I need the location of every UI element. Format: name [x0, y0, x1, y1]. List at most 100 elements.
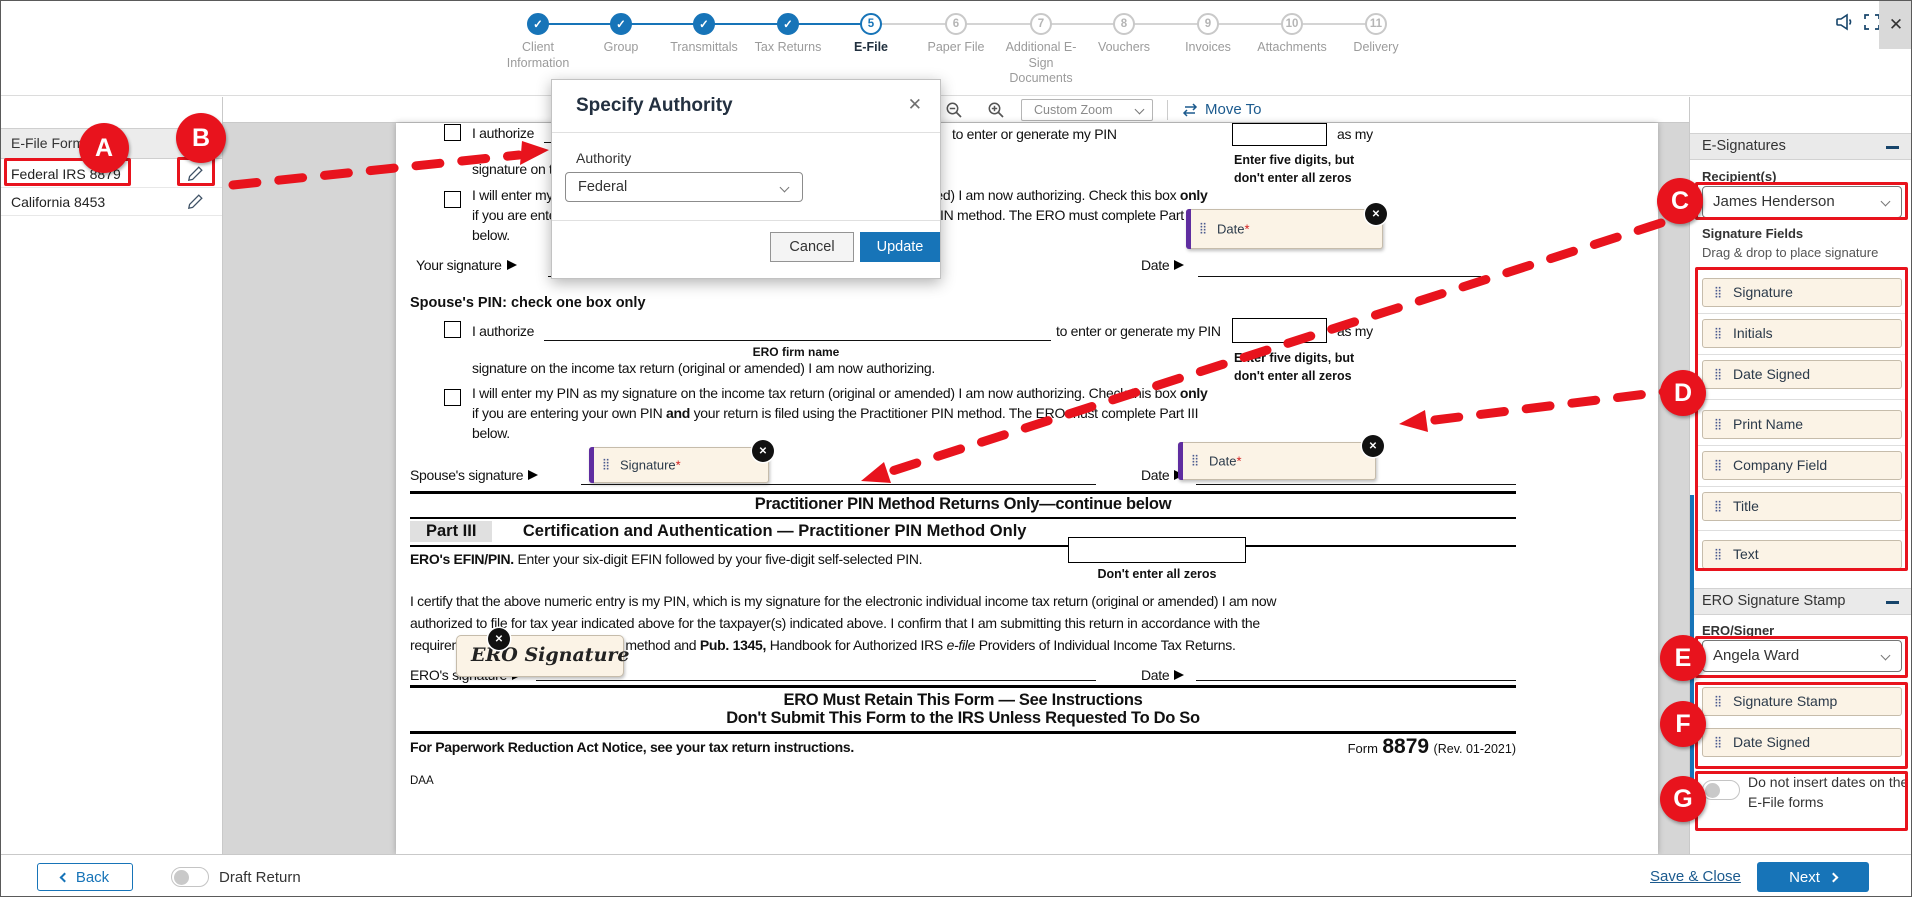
step-invoices[interactable]: 9 Invoices	[1166, 13, 1250, 56]
step-paper-file[interactable]: 6 Paper File	[914, 13, 998, 56]
form-text: I will enter my PIN as my signature on t…	[472, 385, 1208, 401]
taxpayer-authorize-checkbox[interactable]	[444, 124, 461, 141]
form-text: Spouse's signature	[410, 467, 539, 483]
part3-title: Certification and Authentication — Pract…	[522, 522, 1027, 540]
drag-handle-icon[interactable]: ⣿	[602, 458, 611, 471]
recipients-label: Recipient(s)	[1702, 169, 1777, 184]
field-accent-bar	[1186, 209, 1191, 249]
step-group[interactable]: ✓ Group	[579, 13, 663, 56]
drag-handle-icon[interactable]: ⣿	[1191, 454, 1200, 467]
step-vouchers[interactable]: 8 Vouchers	[1082, 13, 1166, 56]
callout-rect-f	[1695, 682, 1908, 769]
form-text: if you are entering your own PIN and you…	[472, 405, 1199, 421]
field-signature-stamp[interactable]: ⣿ Signature Stamp	[1702, 687, 1902, 716]
drag-drop-hint: Drag & drop to place signature	[1702, 245, 1879, 260]
zoom-in-icon[interactable]	[987, 101, 1005, 119]
step-e-file[interactable]: 5 E-File	[829, 13, 913, 56]
taxpayer-own-pin-checkbox[interactable]	[444, 191, 461, 208]
collapse-icon[interactable]	[1886, 601, 1899, 604]
remove-field-icon[interactable]: ✕	[1362, 435, 1384, 457]
arrowhead-icon	[506, 260, 517, 270]
spouse-authorize-checkbox[interactable]	[444, 321, 461, 338]
list-divider	[1696, 354, 1908, 355]
placed-date-field-taxpayer[interactable]: ⣿ Date*	[1186, 209, 1383, 249]
step-label: Additional E-Sign Documents	[1005, 40, 1077, 86]
collapse-icon[interactable]	[1886, 146, 1899, 149]
pin-note: Enter five digits, but	[1234, 153, 1355, 167]
remove-field-icon[interactable]: ✕	[752, 440, 774, 462]
spouse-pin-box[interactable]	[1232, 318, 1327, 343]
step-transmittals[interactable]: ✓ Transmittals	[662, 13, 746, 56]
list-divider	[1696, 486, 1908, 487]
step-number: 7	[1030, 13, 1052, 35]
window-close-button[interactable]: ✕	[1879, 1, 1911, 49]
authority-select[interactable]: Federal	[565, 172, 803, 202]
callout-rect-d	[1695, 267, 1908, 571]
move-to-label[interactable]: Move To	[1205, 101, 1262, 118]
ero-signature-stamp-placed[interactable]: ERO Signature	[456, 635, 629, 677]
next-button[interactable]: Next	[1757, 862, 1869, 892]
efin-box[interactable]	[1068, 537, 1246, 563]
wizard-header: ✓ Client Information ✓ Group ✓ Transmitt…	[1, 1, 1911, 96]
form-number-line: Form 8879 (Rev. 01-2021)	[1347, 735, 1516, 758]
field-print-name[interactable]: ⣿ Print Name	[1702, 410, 1902, 439]
step-number: 11	[1365, 13, 1387, 35]
step-label: Client Information	[506, 40, 570, 70]
ero-signer-value: Angela Ward	[1713, 647, 1800, 664]
arrowhead-icon	[528, 470, 539, 480]
modal-footer-divider	[552, 220, 940, 221]
field-signature[interactable]: ⣿ Signature	[1702, 278, 1902, 307]
recipient-select[interactable]: James Henderson	[1702, 186, 1902, 218]
remove-field-icon[interactable]: ✕	[488, 628, 510, 650]
drag-handle-icon: ⣿	[1714, 736, 1723, 748]
custom-zoom-select[interactable]: Custom Zoom	[1021, 99, 1153, 121]
esignatures-header: E-Signatures	[1690, 133, 1911, 160]
field-date-signed[interactable]: ⣿ Date Signed	[1702, 360, 1902, 389]
no-dates-toggle[interactable]	[1702, 780, 1740, 800]
step-tax-returns[interactable]: ✓ Tax Returns	[746, 13, 830, 56]
update-button[interactable]: Update	[860, 232, 940, 262]
move-to-icon[interactable]	[1181, 102, 1199, 118]
megaphone-icon[interactable]	[1834, 11, 1856, 33]
step-label: Vouchers	[1097, 40, 1151, 54]
form-text: to enter or generate my PIN	[1056, 323, 1221, 339]
field-text[interactable]: ⣿ Text	[1702, 540, 1902, 569]
list-divider	[1696, 399, 1908, 400]
step-client-information[interactable]: ✓ Client Information	[496, 13, 580, 71]
check-icon: ✓	[527, 13, 549, 35]
ero-firm-underline	[544, 323, 1051, 341]
edit-pencil-icon[interactable]	[187, 165, 204, 182]
callout-badge-a: A	[79, 123, 129, 173]
field-initials[interactable]: ⣿ Initials	[1702, 319, 1902, 348]
back-button[interactable]: Back	[37, 863, 133, 891]
field-ero-date-signed[interactable]: ⣿ Date Signed	[1702, 728, 1902, 757]
draft-return-toggle[interactable]	[171, 867, 209, 887]
efile-form-row-california[interactable]: California 8453	[1, 188, 222, 216]
taxpayer-pin-box[interactable]	[1232, 123, 1327, 146]
heavy-rule	[410, 731, 1516, 734]
remove-field-icon[interactable]: ✕	[1365, 203, 1387, 225]
step-label: Transmittals	[670, 40, 738, 54]
step-attachments[interactable]: 10 Attachments	[1250, 13, 1334, 56]
drag-handle-icon[interactable]: ⣿	[1199, 222, 1208, 235]
ero-signer-select[interactable]: Angela Ward	[1702, 640, 1902, 672]
spouse-own-pin-checkbox[interactable]	[444, 389, 461, 406]
step-additional-esign-documents[interactable]: 7 Additional E-Sign Documents	[999, 13, 1083, 87]
placed-signature-field-spouse[interactable]: ⣿ Signature*	[589, 447, 769, 483]
step-label: Paper File	[927, 40, 985, 54]
field-title[interactable]: ⣿ Title	[1702, 492, 1902, 521]
edit-pencil-icon[interactable]	[187, 193, 204, 210]
practitioner-band-title: Practitioner PIN Method Returns Only—con…	[754, 495, 1172, 513]
specify-authority-modal: Specify Authority ✕ Authority Federal Ca…	[551, 79, 941, 279]
save-close-link[interactable]: Save & Close	[1650, 868, 1741, 885]
field-company[interactable]: ⣿ Company Field	[1702, 451, 1902, 480]
step-delivery[interactable]: 11 Delivery	[1334, 13, 1418, 56]
signature-fields-label: Signature Fields	[1702, 226, 1804, 241]
callout-rect-g	[1695, 771, 1908, 831]
spouse-signature-underline	[581, 467, 1096, 485]
cancel-button[interactable]: Cancel	[770, 232, 854, 262]
zoom-out-icon[interactable]	[945, 101, 963, 119]
ero-signer-label: ERO/Signer	[1702, 623, 1775, 638]
list-divider	[1696, 445, 1908, 446]
modal-close-icon[interactable]: ✕	[907, 95, 922, 114]
